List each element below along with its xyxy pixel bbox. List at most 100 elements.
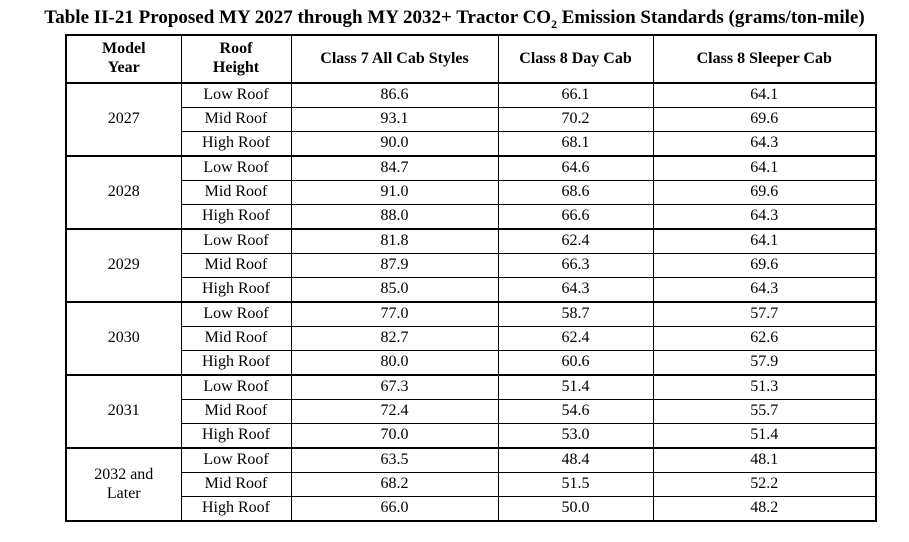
class7-value-cell: 72.4 — [290, 399, 499, 424]
class8-sleeper-value-cell: 64.1 — [652, 228, 877, 254]
roof-height-cell: Low Roof — [180, 374, 292, 400]
class7-value-cell: 81.8 — [290, 228, 499, 254]
table-row: Mid Roof 72.4 54.6 55.7 — [66, 399, 877, 424]
roof-height-cell: High Roof — [180, 496, 292, 522]
class7-value-cell: 80.0 — [290, 350, 499, 376]
class8-sleeper-value-cell: 69.6 — [652, 253, 877, 278]
table-row: 2032 and Later Low Roof 63.5 48.4 48.1 — [65, 447, 877, 522]
class8-day-value-cell: 70.2 — [497, 107, 654, 132]
model-year-cell: 2032 and Later — [65, 447, 182, 522]
class8-sleeper-value-cell: 57.7 — [652, 301, 877, 327]
class8-sleeper-value-cell: 64.1 — [652, 82, 877, 108]
roof-height-cell: High Roof — [180, 131, 292, 157]
class8-sleeper-value-cell: 51.4 — [652, 423, 877, 449]
model-year-cell: 2031 — [65, 374, 182, 449]
class7-value-cell: 90.0 — [290, 131, 499, 157]
table-row: 2030 Low Roof 77.0 58.7 57.7 — [65, 301, 877, 376]
class8-sleeper-value-cell: 62.6 — [652, 326, 877, 351]
class8-day-value-cell: 62.4 — [497, 228, 654, 254]
roof-height-cell: High Roof — [180, 423, 292, 449]
class7-value-cell: 82.7 — [290, 326, 499, 351]
roof-height-cell: Low Roof — [180, 82, 292, 108]
column-header-roof-height: Roof Height — [180, 34, 292, 84]
column-header-model-year: Model Year — [65, 34, 182, 84]
class8-day-value-cell: 66.6 — [497, 204, 654, 230]
roof-height-cell: High Roof — [180, 350, 292, 376]
class7-value-cell: 66.0 — [290, 496, 499, 522]
class8-day-value-cell: 68.6 — [497, 180, 654, 205]
roof-height-cell: Mid Roof — [180, 180, 292, 205]
class8-sleeper-value-cell: 52.2 — [652, 472, 877, 497]
table-row: High Roof 66.0 50.0 48.2 — [66, 496, 877, 522]
class7-value-cell: 68.2 — [290, 472, 499, 497]
table-row: 2028 Low Roof 84.7 64.6 64.1 — [65, 155, 877, 230]
table-row: Mid Roof 93.1 70.2 69.6 — [66, 107, 877, 132]
class8-day-value-cell: 53.0 — [497, 423, 654, 449]
header-row: Model Year Roof Height Class 7 All Cab S… — [65, 34, 877, 84]
title-subscript: 2 — [551, 17, 557, 31]
class8-day-value-cell: 68.1 — [497, 131, 654, 157]
class8-day-value-cell: 64.3 — [497, 277, 654, 303]
class8-sleeper-value-cell: 64.3 — [652, 131, 877, 157]
roof-height-cell: Low Roof — [180, 301, 292, 327]
model-year-cell: 2027 — [65, 82, 182, 157]
class7-value-cell: 93.1 — [290, 107, 499, 132]
table-row: Mid Roof 82.7 62.4 62.6 — [66, 326, 877, 351]
table-row: Mid Roof 68.2 51.5 52.2 — [66, 472, 877, 497]
class8-sleeper-value-cell: 64.3 — [652, 277, 877, 303]
column-header-class8-sleeper-cab: Class 8 Sleeper Cab — [652, 34, 877, 84]
table-title: Table II-21 Proposed MY 2027 through MY … — [4, 7, 905, 31]
table-row: High Roof 70.0 53.0 51.4 — [66, 423, 877, 449]
roof-height-cell: Mid Roof — [180, 107, 292, 132]
class8-day-value-cell: 48.4 — [497, 447, 654, 473]
title-text-prefix: Table II-21 Proposed MY 2027 through MY … — [44, 7, 552, 28]
class8-sleeper-value-cell: 64.1 — [652, 155, 877, 181]
class7-value-cell: 91.0 — [290, 180, 499, 205]
model-year-cell: 2030 — [65, 301, 182, 376]
class8-day-value-cell: 50.0 — [497, 496, 654, 522]
roof-height-cell: Low Roof — [180, 228, 292, 254]
class8-day-value-cell: 58.7 — [497, 301, 654, 327]
class8-sleeper-value-cell: 69.6 — [652, 107, 877, 132]
model-year-cell: 2028 — [65, 155, 182, 230]
class7-value-cell: 88.0 — [290, 204, 499, 230]
class7-value-cell: 63.5 — [290, 447, 499, 473]
emission-standards-table: Model Year Roof Height Class 7 All Cab S… — [65, 34, 877, 522]
class8-sleeper-value-cell: 64.3 — [652, 204, 877, 230]
table-row: 2031 Low Roof 67.3 51.4 51.3 — [65, 374, 877, 449]
table-row: 2029 Low Roof 81.8 62.4 64.1 — [65, 228, 877, 303]
class7-value-cell: 86.6 — [290, 82, 499, 108]
class7-value-cell: 70.0 — [290, 423, 499, 449]
roof-height-cell: Mid Roof — [180, 472, 292, 497]
roof-height-cell: High Roof — [180, 277, 292, 303]
class7-value-cell: 84.7 — [290, 155, 499, 181]
model-year-cell: 2029 — [65, 228, 182, 303]
table-row: 2027 Low Roof 86.6 66.1 64.1 — [65, 82, 877, 157]
table-row: High Roof 90.0 68.1 64.3 — [66, 131, 877, 157]
roof-height-cell: Mid Roof — [180, 326, 292, 351]
table-row: High Roof 88.0 66.6 64.3 — [66, 204, 877, 230]
class7-value-cell: 85.0 — [290, 277, 499, 303]
class8-sleeper-value-cell: 48.1 — [652, 447, 877, 473]
class8-day-value-cell: 54.6 — [497, 399, 654, 424]
class7-value-cell: 77.0 — [290, 301, 499, 327]
roof-height-cell: Mid Roof — [180, 399, 292, 424]
class8-day-value-cell: 64.6 — [497, 155, 654, 181]
roof-height-cell: Mid Roof — [180, 253, 292, 278]
title-text-suffix: Emission Standards (grams/ton-mile) — [556, 7, 865, 28]
class8-day-value-cell: 66.3 — [497, 253, 654, 278]
class7-value-cell: 67.3 — [290, 374, 499, 400]
table-row: Mid Roof 91.0 68.6 69.6 — [66, 180, 877, 205]
class8-day-value-cell: 62.4 — [497, 326, 654, 351]
roof-height-cell: Low Roof — [180, 155, 292, 181]
class8-sleeper-value-cell: 51.3 — [652, 374, 877, 400]
class8-day-value-cell: 51.5 — [497, 472, 654, 497]
class8-day-value-cell: 51.4 — [497, 374, 654, 400]
class8-sleeper-value-cell: 57.9 — [652, 350, 877, 376]
roof-height-cell: Low Roof — [180, 447, 292, 473]
class8-sleeper-value-cell: 48.2 — [652, 496, 877, 522]
table-row: High Roof 80.0 60.6 57.9 — [66, 350, 877, 376]
table-row: High Roof 85.0 64.3 64.3 — [66, 277, 877, 303]
class8-day-value-cell: 66.1 — [497, 82, 654, 108]
class8-sleeper-value-cell: 55.7 — [652, 399, 877, 424]
